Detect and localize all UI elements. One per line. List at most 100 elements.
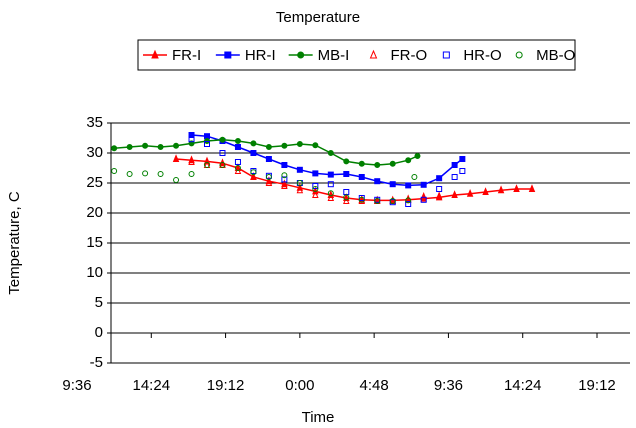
x-tick-label: 0:00 — [285, 377, 314, 394]
data-point — [188, 171, 195, 177]
data-point — [497, 185, 505, 194]
data-point — [250, 150, 257, 156]
data-point — [312, 170, 319, 177]
data-point — [358, 160, 365, 167]
legend-label: HR-I — [245, 47, 276, 64]
data-point — [358, 174, 365, 180]
data-point — [312, 186, 319, 192]
legend-marker — [151, 49, 159, 59]
data-point — [405, 197, 412, 204]
data-point — [459, 168, 466, 174]
data-point — [482, 187, 489, 195]
data-point — [405, 182, 412, 189]
data-point — [219, 150, 226, 156]
y-tick-label: 15 — [86, 234, 103, 251]
data-point — [172, 154, 180, 162]
data-point — [343, 196, 350, 204]
data-point — [327, 193, 335, 201]
data-point — [296, 185, 304, 194]
data-point — [420, 181, 427, 188]
data-point — [204, 162, 210, 168]
data-point — [281, 142, 288, 149]
data-point — [312, 190, 319, 198]
x-tick-label: 9:36 — [434, 377, 463, 394]
data-point — [327, 150, 334, 156]
data-point — [312, 183, 319, 189]
data-point — [173, 177, 180, 183]
x-axis-label: Time — [302, 409, 335, 426]
data-point — [281, 176, 288, 183]
y-tick-label: 10 — [86, 264, 103, 281]
chart-title: Temperature — [276, 9, 360, 26]
data-point — [405, 201, 412, 207]
legend-label: MB-I — [318, 47, 350, 64]
x-tick-label: 14:24 — [133, 377, 171, 394]
data-point — [234, 144, 241, 150]
data-point — [358, 196, 365, 203]
data-point — [420, 192, 427, 200]
x-tick-label: 14:24 — [504, 377, 542, 394]
data-point — [142, 142, 149, 149]
series-line — [114, 139, 418, 166]
data-point — [281, 162, 288, 168]
data-point — [250, 140, 257, 147]
data-point — [312, 142, 319, 149]
legend-label: HR-O — [463, 47, 501, 64]
series-line — [191, 134, 463, 187]
legend-marker — [442, 51, 450, 59]
data-point — [451, 162, 458, 168]
data-point — [466, 189, 474, 197]
series-line — [175, 158, 532, 202]
data-point — [327, 190, 334, 197]
data-point — [451, 190, 458, 198]
data-point — [420, 196, 427, 203]
legend-label: FR-O — [391, 47, 428, 64]
data-point — [126, 171, 133, 177]
data-point — [157, 171, 164, 177]
data-point — [219, 162, 226, 168]
data-point — [204, 141, 210, 147]
data-point — [250, 172, 257, 180]
data-point — [157, 144, 164, 150]
data-point — [528, 184, 536, 192]
data-point — [281, 172, 288, 179]
data-point — [296, 166, 303, 173]
data-point — [142, 170, 149, 177]
y-axis-label: Temperature, C — [6, 191, 23, 295]
legend-marker — [224, 51, 232, 59]
data-point — [250, 169, 257, 176]
data-point — [188, 132, 195, 138]
x-tick-label: 4:48 — [360, 377, 389, 394]
data-point — [389, 181, 396, 188]
data-point — [327, 181, 334, 188]
data-point — [411, 174, 418, 180]
legend-marker — [515, 51, 523, 59]
data-point — [358, 195, 365, 201]
data-point — [188, 157, 195, 165]
data-point — [414, 153, 421, 159]
data-point — [343, 171, 350, 177]
data-point — [435, 191, 443, 200]
legend-label: FR-I — [172, 47, 201, 64]
data-point — [281, 181, 288, 189]
data-point — [111, 145, 118, 152]
data-point — [513, 184, 520, 192]
data-point — [451, 174, 458, 180]
data-point — [405, 157, 412, 164]
data-point — [296, 141, 303, 147]
y-tick-label: 20 — [86, 204, 103, 221]
data-point — [343, 194, 350, 201]
legend-box — [137, 39, 576, 71]
y-tick-label: 30 — [86, 144, 103, 161]
data-point — [436, 186, 443, 192]
data-point — [234, 165, 241, 171]
y-tick-label: -5 — [90, 354, 103, 371]
data-point — [126, 144, 133, 150]
y-tick-label: 25 — [86, 174, 103, 191]
data-point — [234, 138, 241, 144]
legend-label: MB-O — [536, 47, 575, 64]
data-point — [173, 142, 180, 149]
data-point — [296, 180, 303, 186]
